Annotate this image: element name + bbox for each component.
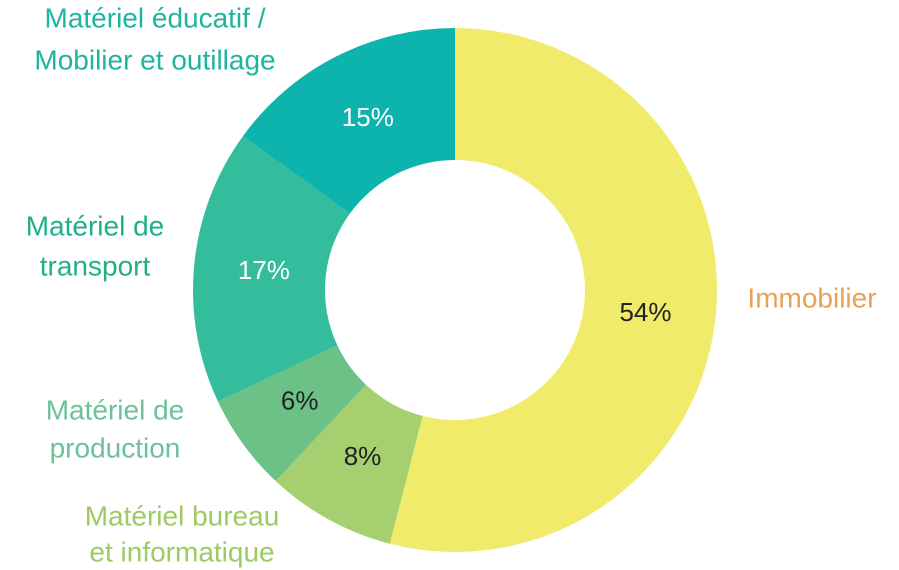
category-label: Mobilier et outillage [34,44,275,75]
category-label: transport [40,250,151,281]
category-label: Matériel de [46,394,185,425]
value-label: 17% [238,255,290,285]
value-label: 8% [344,441,382,471]
category-label: Matériel éducatif / [45,2,266,33]
category-label: Immobilier [747,282,876,313]
donut-slice [275,384,423,544]
donut-slice [389,28,717,552]
donut-slice [193,136,350,402]
category-label: Matériel bureau [85,500,280,531]
donut-slice [243,27,455,214]
value-label: 15% [342,102,394,132]
value-label: 54% [619,297,671,327]
category-label: production [50,432,181,463]
category-label: Matériel de [26,210,165,241]
value-label: 6% [281,386,319,416]
donut-slice [217,345,367,481]
category-label: et informatique [89,536,274,567]
